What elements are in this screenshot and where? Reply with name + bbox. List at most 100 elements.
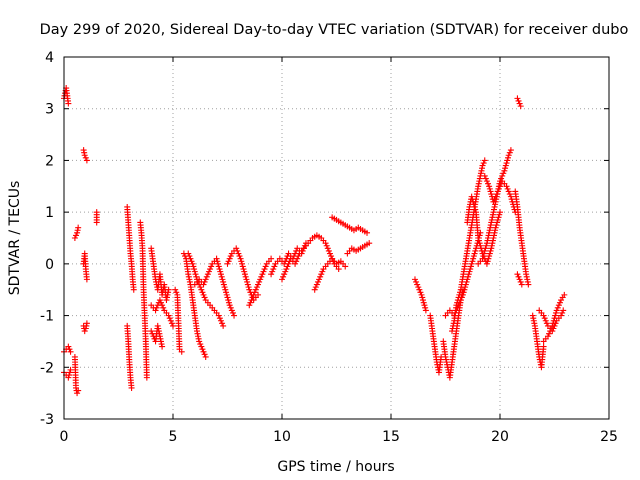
data-point bbox=[503, 160, 510, 167]
data-point bbox=[516, 276, 523, 283]
data-point bbox=[417, 289, 424, 296]
data-point bbox=[468, 260, 475, 267]
data-point bbox=[504, 157, 511, 164]
chart-title: Day 299 of 2020, Sidereal Day-to-day VTE… bbox=[40, 22, 629, 38]
data-point bbox=[540, 312, 547, 319]
data-point bbox=[239, 260, 246, 267]
data-point bbox=[505, 188, 512, 195]
data-point bbox=[313, 281, 320, 288]
data-point bbox=[153, 304, 160, 311]
data-point bbox=[499, 172, 506, 179]
data-point bbox=[244, 281, 251, 288]
data-point bbox=[470, 253, 477, 260]
data-point bbox=[160, 304, 167, 311]
data-point bbox=[203, 273, 210, 280]
data-point bbox=[192, 271, 199, 278]
data-point bbox=[482, 245, 489, 252]
data-point bbox=[456, 291, 463, 298]
data-point bbox=[294, 255, 301, 262]
data-point bbox=[185, 250, 192, 257]
data-point bbox=[505, 152, 512, 159]
data-point bbox=[480, 160, 487, 167]
data-point bbox=[255, 281, 262, 288]
data-point bbox=[469, 196, 476, 203]
data-point bbox=[492, 224, 499, 231]
data-point bbox=[189, 260, 196, 267]
data-point bbox=[250, 291, 257, 298]
data-point bbox=[467, 266, 474, 273]
data-point bbox=[178, 348, 185, 355]
data-point bbox=[269, 268, 276, 275]
data-point bbox=[82, 154, 89, 161]
data-point bbox=[282, 268, 289, 275]
data-point bbox=[215, 260, 222, 267]
y-tick-label: 2 bbox=[45, 153, 54, 169]
data-point bbox=[323, 242, 330, 249]
data-point bbox=[229, 309, 236, 316]
data-point bbox=[66, 346, 73, 353]
data-point bbox=[293, 258, 300, 265]
data-point bbox=[245, 284, 252, 291]
data-point bbox=[471, 203, 478, 210]
data-point bbox=[186, 253, 193, 260]
data-point bbox=[479, 255, 486, 262]
data-point bbox=[481, 172, 488, 179]
data-point bbox=[284, 263, 291, 270]
data-point bbox=[213, 255, 220, 262]
x-tick-label: 10 bbox=[273, 429, 291, 445]
data-point bbox=[561, 291, 568, 298]
data-point bbox=[281, 271, 288, 278]
data-point bbox=[516, 100, 523, 107]
data-point bbox=[481, 250, 488, 257]
data-point bbox=[238, 258, 245, 265]
data-point bbox=[216, 315, 223, 322]
data-point bbox=[262, 263, 269, 270]
data-point bbox=[514, 95, 521, 102]
data-point bbox=[218, 273, 225, 280]
data-point bbox=[548, 325, 555, 332]
data-point bbox=[246, 302, 253, 309]
data-point bbox=[252, 286, 259, 293]
data-point bbox=[311, 286, 318, 293]
data-point bbox=[342, 263, 349, 270]
data-point bbox=[314, 278, 321, 285]
data-point bbox=[515, 273, 522, 280]
data-point bbox=[469, 258, 476, 265]
data-point bbox=[494, 188, 501, 195]
data-point bbox=[225, 297, 232, 304]
y-tick-label: 1 bbox=[45, 205, 54, 221]
data-point bbox=[484, 258, 491, 265]
data-point bbox=[201, 294, 208, 301]
data-point bbox=[191, 268, 198, 275]
data-point bbox=[200, 281, 207, 288]
data-point bbox=[491, 196, 498, 203]
data-point bbox=[364, 229, 371, 236]
data-point bbox=[551, 315, 558, 322]
data-point bbox=[244, 278, 251, 285]
data-point bbox=[493, 222, 500, 229]
data-point bbox=[247, 299, 254, 306]
data-point bbox=[335, 266, 342, 273]
data-point bbox=[483, 178, 490, 185]
data-point bbox=[226, 255, 233, 262]
data-point bbox=[468, 193, 475, 200]
data-point bbox=[470, 201, 477, 208]
data-point bbox=[553, 307, 560, 314]
data-point bbox=[222, 286, 229, 293]
data-point bbox=[540, 343, 547, 350]
data-point bbox=[200, 291, 207, 298]
data-point bbox=[268, 271, 275, 278]
data-point bbox=[479, 162, 486, 169]
data-point bbox=[324, 245, 331, 252]
data-point bbox=[472, 206, 479, 213]
data-point bbox=[472, 247, 479, 254]
data-point bbox=[411, 276, 418, 283]
data-point bbox=[279, 276, 285, 283]
data-point bbox=[497, 209, 503, 216]
data-point bbox=[549, 322, 556, 329]
data-point bbox=[202, 353, 209, 360]
data-point bbox=[227, 253, 234, 260]
data-point bbox=[168, 320, 175, 327]
data-point bbox=[234, 247, 241, 254]
y-tick-label: -1 bbox=[40, 309, 54, 325]
